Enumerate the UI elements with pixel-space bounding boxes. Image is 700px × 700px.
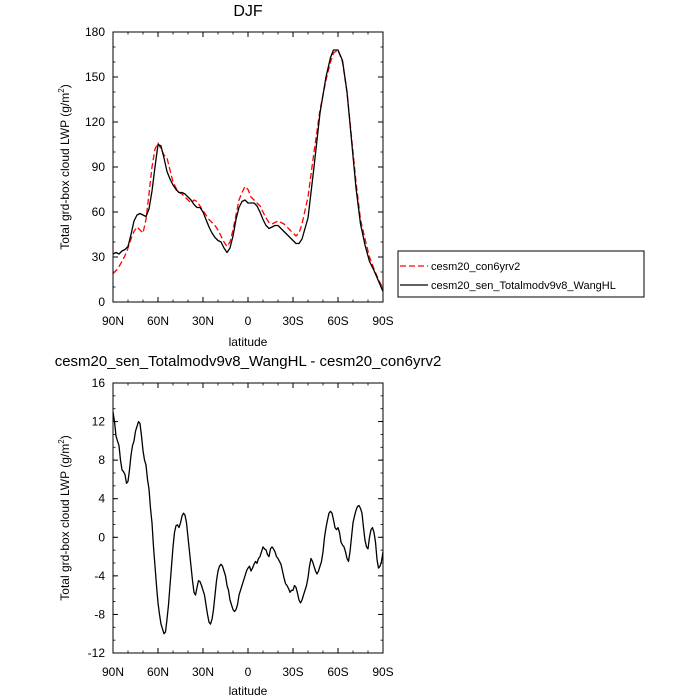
bottom-y-tick-label: 0 xyxy=(98,530,105,544)
top-x-tick-label: 0 xyxy=(245,314,252,328)
top-x-tick-label: 90N xyxy=(102,314,124,328)
top-y-tick-label: 150 xyxy=(85,70,105,84)
bottom-y-tick-label: 16 xyxy=(92,376,106,390)
legend-label-con6yrv2: cesm20_con6yrv2 xyxy=(431,261,520,273)
top-series-line-0 xyxy=(112,49,384,289)
bottom-series-lines xyxy=(112,411,384,635)
top-y-tick-label: 0 xyxy=(98,295,105,309)
legend-box xyxy=(397,250,645,298)
bottom-y-axis-label-sup: 2 xyxy=(57,439,66,444)
top-ticks: 0 30 60 90 120 150 180 90N 60N 30N 0 30S 60S 90S xyxy=(85,25,394,328)
top-y-tick-label: 30 xyxy=(92,250,106,264)
top-y-axis-label-sup: 2 xyxy=(57,88,66,93)
bottom-y-tick-label: -4 xyxy=(94,569,105,583)
top-x-tick-label: 30S xyxy=(282,314,303,328)
bottom-x-tick-label: 60N xyxy=(147,665,169,679)
bottom-ticks: -12 -8 -4 0 4 8 12 16 90N 60N 30N 0 30S 60S 90S xyxy=(88,376,394,679)
legend-label-sen-totalmod: cesm20_sen_Totalmodv9v8_WangHL xyxy=(431,280,616,292)
top-y-tick-label: 180 xyxy=(85,25,105,39)
bottom-series-line-0 xyxy=(112,411,384,635)
bottom-panel: cesm20_sen_Totalmodv9v8_WangHL - cesm20_… xyxy=(55,353,442,698)
legend: cesm20_con6yrv2 cesm20_sen_Totalmodv9v8_… xyxy=(397,250,645,298)
top-y-axis-label-main: Total grd-box cloud LWP (g/m xyxy=(58,93,72,250)
bottom-y-tick-label: 4 xyxy=(98,492,105,506)
bottom-y-tick-label: -8 xyxy=(94,607,105,621)
top-x-tick-label: 60N xyxy=(147,314,169,328)
top-x-tick-label: 90S xyxy=(372,314,393,328)
bottom-y-tick-label: -12 xyxy=(88,646,106,660)
bottom-x-tick-label: 30N xyxy=(192,665,214,679)
bottom-x-tick-label: 90S xyxy=(372,665,393,679)
top-y-tick-label: 120 xyxy=(85,115,105,129)
bottom-plot-frame xyxy=(112,382,384,654)
top-y-tick-label: 90 xyxy=(92,160,106,174)
top-y-axis-label: Total grd-box cloud LWP (g/m2) xyxy=(57,84,72,249)
top-chart-title: DJF xyxy=(233,3,263,20)
bottom-y-tick-label: 8 xyxy=(98,453,105,467)
top-x-tick-label: 30N xyxy=(192,314,214,328)
top-y-tick-label: 60 xyxy=(92,205,106,219)
bottom-y-tick-label: 12 xyxy=(92,415,106,429)
top-x-axis-label: latitude xyxy=(229,335,268,349)
bottom-y-axis-label-main: Total grd-box cloud LWP (g/m xyxy=(58,444,72,601)
top-series-lines xyxy=(112,49,384,292)
bottom-y-axis-label: Total grd-box cloud LWP (g/m2) xyxy=(57,435,72,600)
top-y-axis-label-end: ) xyxy=(58,84,72,88)
bottom-x-axis-label: latitude xyxy=(229,684,268,698)
top-plot-frame xyxy=(112,31,384,303)
bottom-x-tick-label: 0 xyxy=(245,665,252,679)
top-series-line-1 xyxy=(112,49,384,292)
bottom-y-axis-label-end: ) xyxy=(58,435,72,439)
bottom-x-tick-label: 90N xyxy=(102,665,124,679)
bottom-x-tick-label: 60S xyxy=(327,665,348,679)
bottom-chart-title: cesm20_sen_Totalmodv9v8_WangHL - cesm20_… xyxy=(55,353,442,370)
top-x-tick-label: 60S xyxy=(327,314,348,328)
bottom-x-tick-label: 30S xyxy=(282,665,303,679)
